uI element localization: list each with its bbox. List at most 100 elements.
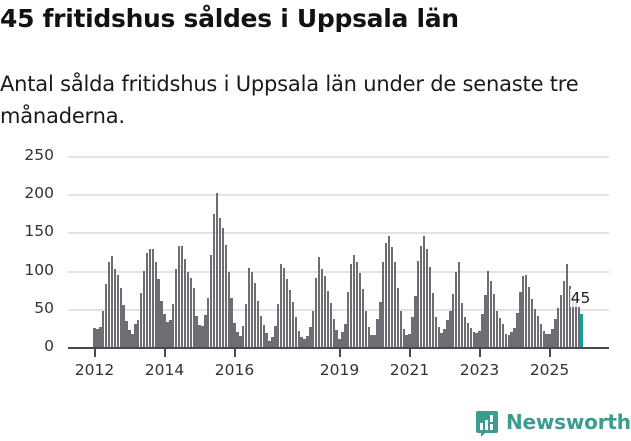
bar [568, 286, 572, 348]
bar [215, 192, 219, 348]
bar [125, 321, 128, 348]
bar [113, 268, 117, 348]
x-tick [408, 349, 411, 357]
bar [271, 336, 274, 348]
bar [414, 296, 417, 348]
bar [122, 305, 125, 348]
bar [163, 313, 166, 348]
bar-highlight [580, 313, 583, 348]
bar [504, 334, 507, 348]
bar [516, 312, 519, 348]
gridline [68, 194, 609, 197]
bar [104, 283, 108, 348]
bar [510, 331, 513, 348]
bar [186, 272, 189, 348]
chart-title: 45 fritidshus såldes i Uppsala län [0, 4, 459, 33]
gridline [68, 270, 609, 273]
bar [565, 263, 569, 348]
bar [303, 338, 306, 348]
bar [218, 218, 222, 348]
bar [481, 314, 484, 348]
bar [312, 310, 315, 348]
bar [294, 317, 297, 348]
bar [562, 280, 566, 348]
bar [201, 325, 204, 348]
bar [247, 267, 251, 348]
bar [212, 214, 216, 348]
x-tick [163, 349, 166, 357]
bar [195, 315, 198, 348]
bar [189, 278, 192, 348]
bar [396, 287, 400, 348]
x-tick [338, 349, 341, 357]
bar [495, 310, 499, 348]
bar [420, 245, 423, 348]
bar [183, 259, 187, 348]
bar [300, 336, 303, 348]
bar [332, 318, 335, 348]
last-value-label: 45 [569, 288, 592, 307]
bar [282, 267, 286, 348]
bar [513, 328, 516, 348]
bar [329, 302, 332, 348]
bar [376, 318, 379, 348]
bar [207, 297, 210, 348]
bar [116, 274, 119, 348]
bar [93, 328, 96, 348]
bar [525, 274, 528, 348]
bar [323, 276, 327, 348]
bar [431, 292, 435, 348]
bar [172, 303, 175, 348]
bar [574, 302, 577, 348]
bar [475, 332, 478, 348]
bar [160, 300, 163, 348]
bar [341, 331, 344, 348]
bar [542, 331, 545, 348]
x-tick-label: 2023 [459, 361, 500, 379]
gridline [68, 156, 609, 158]
bar [370, 335, 373, 348]
bar [498, 318, 502, 348]
bar [221, 228, 225, 348]
gridline [68, 232, 609, 235]
bar [119, 287, 122, 348]
bar [157, 279, 160, 348]
bar [142, 270, 146, 348]
bar [449, 311, 452, 348]
y-tick-label: 250 [24, 146, 54, 164]
bar [571, 295, 575, 348]
bar [175, 268, 178, 348]
bar [148, 249, 152, 348]
bar [490, 280, 493, 348]
bar [466, 322, 470, 348]
bar [507, 335, 510, 348]
bar [379, 302, 382, 348]
bar [463, 316, 467, 348]
bar [437, 327, 440, 348]
bar [326, 290, 330, 348]
bar [256, 300, 260, 348]
x-tick-label: 2025 [529, 361, 570, 379]
x-tick [93, 349, 96, 357]
bar [344, 323, 347, 348]
bar [455, 272, 458, 348]
bar [288, 289, 292, 348]
bar [285, 279, 289, 348]
bar [452, 293, 455, 348]
bar [262, 325, 265, 348]
bar [347, 292, 350, 348]
bar [519, 292, 522, 348]
bar [102, 311, 105, 348]
bar [210, 254, 213, 348]
bar [350, 263, 353, 348]
bar [373, 335, 376, 348]
x-tick-label: 2021 [389, 361, 430, 379]
bar [545, 334, 548, 348]
x-tick [233, 349, 236, 357]
bar [457, 262, 461, 348]
bar [411, 316, 414, 348]
bar [472, 331, 475, 348]
bar [145, 252, 149, 348]
bar [361, 289, 365, 348]
x-tick-label: 2014 [144, 361, 185, 379]
